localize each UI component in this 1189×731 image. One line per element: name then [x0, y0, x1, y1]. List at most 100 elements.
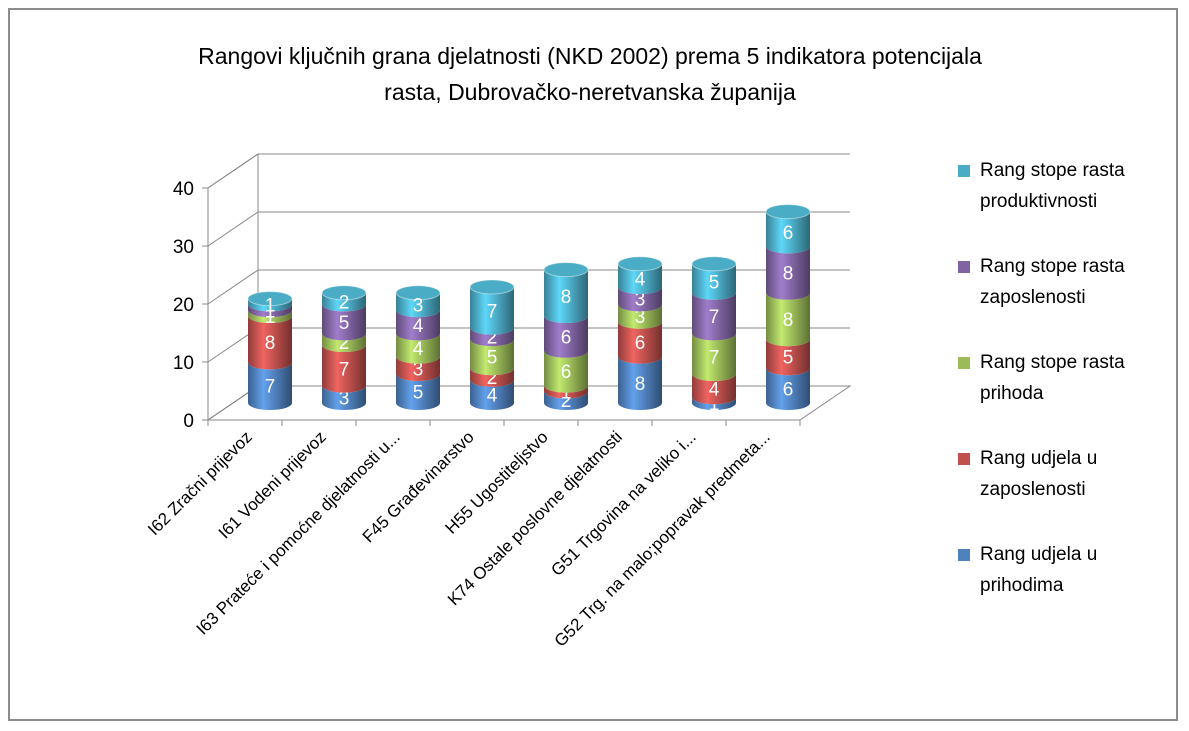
- bar-top: [765, 204, 811, 220]
- data-label: 2: [339, 293, 350, 314]
- bar-segment: [322, 385, 366, 410]
- bar-segment: [396, 356, 440, 381]
- grid-line: [207, 269, 850, 305]
- data-label: 3: [413, 359, 424, 380]
- bar-segment: [470, 287, 514, 335]
- bar-segment: [692, 333, 736, 381]
- bar-segment: [396, 333, 440, 364]
- bar-top: [321, 285, 367, 301]
- bar-segment: [766, 211, 810, 254]
- data-label: 3: [635, 290, 646, 311]
- bar-segment: [692, 397, 736, 410]
- chart-frame: [8, 8, 1178, 721]
- bar-top: [469, 279, 515, 295]
- data-label: 8: [561, 287, 572, 308]
- bar-top: [395, 285, 441, 301]
- y-tick-label: 0: [183, 411, 194, 432]
- bar-top: [691, 256, 737, 272]
- bar-segment: [248, 316, 292, 370]
- bar-segment: [396, 292, 440, 318]
- data-label: 6: [561, 327, 572, 348]
- legend-swatch: [958, 549, 970, 561]
- bar-segment: [470, 339, 514, 376]
- bar-segment: [322, 333, 366, 352]
- legend-item: Rang stope rasta prihoda: [958, 347, 1158, 443]
- y-tick-label: 40: [173, 179, 194, 200]
- data-label: 7: [339, 359, 350, 380]
- data-label: 7: [265, 377, 276, 398]
- legend-swatch: [958, 261, 970, 273]
- data-label: 4: [413, 316, 424, 337]
- data-label: 6: [783, 223, 794, 244]
- legend-item: Rang udjela u prihodima: [958, 539, 1158, 635]
- bar-segment: [248, 304, 292, 318]
- legend-swatch: [958, 165, 970, 177]
- data-label: 1: [265, 301, 276, 322]
- legend-label: Rang stope rasta produktivnosti: [980, 160, 1125, 212]
- grid-line: [207, 211, 850, 247]
- data-label: 7: [487, 301, 498, 322]
- legend-label: Rang udjela u zaposlenosti: [980, 448, 1098, 500]
- y-tick-label: 30: [173, 237, 194, 258]
- legend-swatch: [958, 453, 970, 465]
- data-label: 1: [561, 383, 572, 404]
- data-label: 1: [265, 307, 276, 328]
- data-label: 6: [783, 380, 794, 401]
- legend-label: Rang stope rasta prihoda: [980, 352, 1125, 404]
- data-label: 2: [339, 333, 350, 354]
- floor: [206, 385, 852, 421]
- legend-swatch: [958, 357, 970, 369]
- data-label: 8: [635, 374, 646, 395]
- bar-segment: [470, 379, 514, 410]
- bar-segment: [544, 391, 588, 410]
- bar-segment: [692, 263, 736, 300]
- bar-segment: [322, 304, 366, 341]
- grid-line: [207, 153, 850, 189]
- data-label: 5: [413, 383, 424, 404]
- bar-segment: [766, 339, 810, 376]
- legend-label: Rang udjela u prihodima: [980, 544, 1098, 596]
- bar-segment: [618, 356, 662, 410]
- data-label: 6: [561, 362, 572, 383]
- data-label: 3: [339, 388, 350, 409]
- data-label: 8: [265, 333, 276, 354]
- bar-segment: [692, 292, 736, 341]
- legend-item: Rang udjela u zaposlenosti: [958, 443, 1158, 539]
- bar-top: [247, 291, 293, 307]
- bar-segment: [618, 321, 662, 364]
- bar-segment: [322, 292, 366, 312]
- bar-segment: [544, 385, 588, 399]
- data-label: 1: [709, 394, 720, 415]
- x-tick-label: G51 Trgovina na veliko i...: [547, 427, 699, 579]
- legend: Rang stope rasta produktivnosti Rang stop…: [958, 155, 1158, 635]
- chart-title: Rangovi ključnih grana djelatnosti (NKD …: [198, 43, 982, 105]
- data-label: 7: [709, 348, 720, 369]
- bar-segment: [766, 368, 810, 410]
- data-label: 4: [487, 385, 498, 406]
- grid-line: [207, 385, 850, 421]
- bar-segment: [248, 310, 292, 323]
- bar-segment: [248, 298, 292, 312]
- data-label: 6: [635, 333, 646, 354]
- bar-segment: [618, 304, 662, 329]
- bar-segment: [692, 374, 736, 405]
- legend-item: Rang stope rasta produktivnosti: [958, 155, 1158, 251]
- data-label: 3: [413, 296, 424, 317]
- y-tick-label: 20: [173, 295, 194, 316]
- bar-segment: [248, 362, 292, 410]
- bar-segment: [396, 310, 440, 341]
- data-label: 2: [487, 327, 498, 348]
- y-tick-label: 10: [173, 353, 194, 374]
- grid-line: [207, 327, 850, 363]
- bar-segment: [470, 368, 514, 387]
- legend-label: Rang stope rasta zaposlenosti: [980, 256, 1125, 308]
- bar-segment: [544, 316, 588, 358]
- bar-segment: [322, 345, 366, 393]
- bar-segment: [544, 269, 588, 323]
- bar-top: [617, 256, 663, 272]
- bar-segment: [544, 350, 588, 393]
- data-label: 4: [413, 339, 424, 360]
- data-label: 5: [783, 348, 794, 369]
- bar-segment: [396, 374, 440, 410]
